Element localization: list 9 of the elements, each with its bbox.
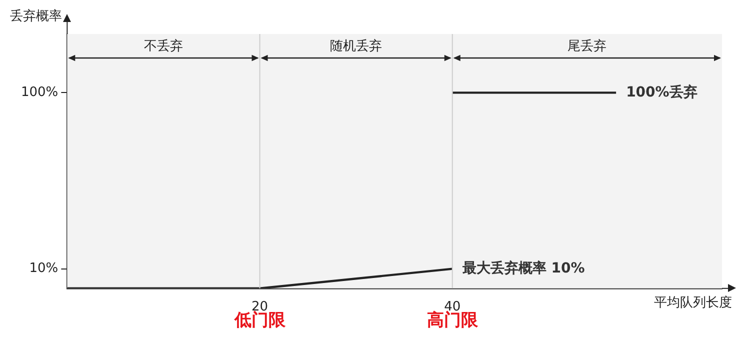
band-label: 随机丢弃 xyxy=(330,38,382,54)
y-tick-label: 100% xyxy=(20,85,58,100)
x-axis-title: 平均队列长度 xyxy=(654,294,732,310)
band-label: 尾丢弃 xyxy=(568,38,607,54)
annotation: 最大丢弃概率 10% xyxy=(461,259,585,276)
y-tick-label: 10% xyxy=(29,261,58,276)
annotation: 100%丢弃 xyxy=(626,83,698,100)
band-label: 不丢弃 xyxy=(144,38,183,54)
y-axis-title: 丢弃概率 xyxy=(10,8,62,24)
